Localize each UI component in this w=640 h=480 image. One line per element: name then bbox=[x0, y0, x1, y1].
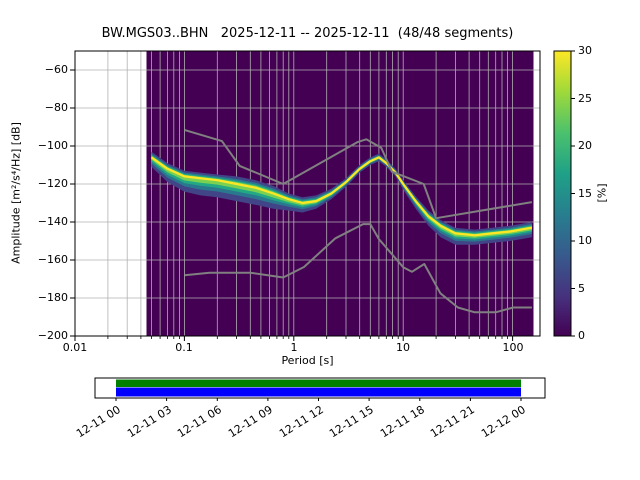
y-tick-label: −120 bbox=[37, 177, 68, 190]
colorbar-tick-label: 0 bbox=[578, 329, 585, 342]
y-tick-label: −80 bbox=[44, 101, 68, 114]
psd-probability-band bbox=[151, 154, 532, 240]
plot-title: BW.MGS03..BHN 2025-12-11 -- 2025-12-11 (… bbox=[101, 26, 514, 41]
colorbar-tick-label: 15 bbox=[578, 187, 592, 200]
y-tick-label: −200 bbox=[37, 329, 68, 342]
colorbar-tick-label: 30 bbox=[578, 44, 592, 57]
nhnm-noise-model-line bbox=[184, 128, 533, 220]
x-axis-label: Period [s] bbox=[281, 354, 334, 367]
colorbar-tick-label: 5 bbox=[578, 282, 585, 295]
plot-frame bbox=[74, 50, 541, 337]
x-tick-label: 10 bbox=[396, 341, 410, 354]
x-tick-label: 1 bbox=[290, 341, 298, 354]
coverage-data-bar bbox=[116, 387, 521, 397]
y-tick-label: −140 bbox=[37, 215, 68, 228]
y-tick-label: −160 bbox=[37, 253, 68, 266]
nlnm-noise-model-line bbox=[184, 223, 532, 314]
colorbar bbox=[553, 50, 572, 337]
colorbar-tick-label: 20 bbox=[578, 139, 592, 152]
colorbar-label: [%] bbox=[595, 183, 609, 203]
y-tick-label: −60 bbox=[44, 63, 68, 76]
coverage-kept-bar bbox=[116, 379, 521, 387]
y-tick-label: −180 bbox=[37, 291, 68, 304]
x-tick-label: 0.01 bbox=[62, 341, 88, 354]
colorbar-tick-label: 25 bbox=[578, 92, 592, 105]
x-tick-label: 0.1 bbox=[175, 341, 193, 354]
colorbar-tick-label: 10 bbox=[578, 234, 592, 247]
psd-probability-band bbox=[151, 153, 532, 242]
x-tick-label: 100 bbox=[502, 341, 524, 354]
psd-mode-line bbox=[150, 156, 533, 237]
y-tick-label: −100 bbox=[37, 139, 68, 152]
